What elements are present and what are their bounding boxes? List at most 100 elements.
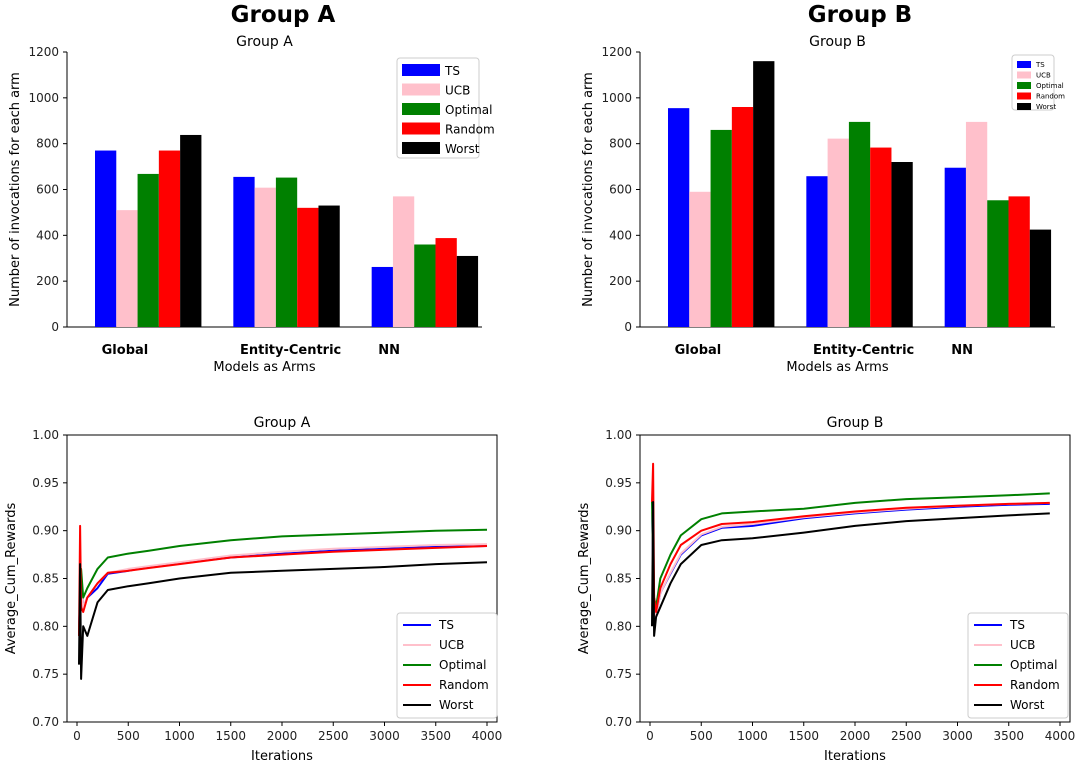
bar-global-optimal	[710, 129, 732, 327]
x-tick-label: 3500	[420, 729, 451, 743]
y-tick-label: 1200	[601, 45, 632, 59]
legend: TS UCB Optimal Random Worst	[967, 612, 1069, 719]
y-tick-label: 200	[609, 274, 632, 288]
bar-entity-centric-random	[297, 207, 319, 327]
legend-label-worst: Worst	[1036, 103, 1056, 111]
bar-global-optimal	[137, 173, 159, 327]
legend-label-optimal: Optimal	[439, 658, 486, 672]
y-tick-label: 1.00	[32, 428, 59, 442]
x-tick-label: 4000	[472, 729, 503, 743]
bar-nn-ts	[944, 167, 966, 327]
legend-label-optimal: Optimal	[445, 103, 492, 117]
bar-entity-centric-ucb	[827, 138, 849, 327]
bar-nn-worst	[456, 255, 479, 327]
bar-entity-centric-optimal	[275, 177, 298, 327]
bar-nn-ucb	[392, 196, 415, 327]
x-tick-label: 3500	[993, 729, 1024, 743]
series-line-ucb	[651, 501, 1050, 618]
category-label-global: Global	[675, 343, 722, 358]
x-axis-label: Iterations	[251, 749, 313, 764]
bar-global-ucb	[689, 191, 711, 327]
category-label-global: Global	[102, 343, 149, 358]
y-tick-label: 1.00	[605, 428, 632, 442]
bar-global-random	[731, 107, 754, 327]
x-tick-label: 500	[117, 729, 140, 743]
y-tick-label: 800	[36, 137, 59, 151]
legend-label-ts: TS	[1009, 618, 1025, 632]
x-tick-label: 2500	[318, 729, 349, 743]
y-tick-label: 800	[609, 137, 632, 151]
y-tick-label: 0.95	[605, 476, 632, 490]
legend-label-random: Random	[1010, 678, 1060, 692]
y-tick-label: 0.85	[32, 572, 59, 586]
bar-entity-centric-worst	[318, 205, 340, 327]
bar-nn-ucb	[965, 121, 988, 327]
category-label-nn: NN	[378, 343, 400, 358]
x-tick-label: 2000	[267, 729, 298, 743]
legend-label-ucb: UCB	[439, 638, 464, 652]
y-tick-label: 0.95	[32, 476, 59, 490]
line-chart-4: 0.70 0.75 0.80 0.85 0.90 0.95 1.00 0 500 1000 1500…	[577, 415, 1075, 764]
bar-entity-centric-ucb	[254, 187, 276, 327]
bar-global-ts	[95, 150, 117, 327]
bar-chart-1: 0 200 400 600 800 1000 1200 Global Entity-Centri…	[8, 34, 495, 375]
legend-label-ts: TS	[438, 618, 454, 632]
bar-entity-centric-ts	[806, 176, 828, 327]
y-tick-label: 0.70	[32, 715, 59, 729]
category-label-nn: NN	[951, 343, 973, 358]
series-line-random	[651, 462, 1050, 613]
x-tick-label: 1000	[164, 729, 195, 743]
category-label-entity-centric: Entity-Centric	[813, 343, 914, 358]
x-tick-label: 0	[646, 729, 654, 743]
legend-label-ucb: UCB	[1036, 72, 1051, 80]
y-axis-label: Average_Cum_Rewards	[4, 503, 19, 655]
y-tick-label: 0.90	[605, 524, 632, 538]
x-axis-label: Models as Arms	[786, 360, 888, 375]
legend-label-optimal: Optimal	[1036, 82, 1064, 90]
legend-box	[396, 612, 498, 719]
bar-entity-centric-worst	[891, 162, 913, 327]
category-label-entity-centric: Entity-Centric	[240, 343, 341, 358]
series-line-random	[78, 524, 488, 636]
bar-global-ucb	[116, 210, 138, 327]
y-tick-label: 0	[51, 320, 59, 334]
series-line-optimal	[78, 528, 488, 636]
legend-swatch-ts	[402, 64, 440, 76]
legend-label-worst: Worst	[1010, 698, 1045, 712]
legend-label-random: Random	[439, 678, 489, 692]
legend-swatch-ucb	[402, 83, 440, 96]
x-tick-label: 3000	[369, 729, 400, 743]
series-line-ts	[651, 502, 1050, 618]
legend-swatch-random	[1017, 92, 1031, 100]
bar-global-ts	[668, 108, 690, 327]
figure-title-group-a: Group A	[230, 2, 336, 28]
legend-label-ts: TS	[444, 64, 460, 78]
y-tick-label: 0.90	[32, 524, 59, 538]
x-tick-label: 2500	[891, 729, 922, 743]
bar-nn-ts	[371, 266, 393, 327]
legend-label-optimal: Optimal	[1010, 658, 1057, 672]
y-tick-label: 0.75	[32, 667, 59, 681]
chart-title: Group B	[809, 34, 866, 50]
bar-global-random	[158, 150, 181, 327]
y-tick-label: 0.85	[605, 572, 632, 586]
bar-nn-random	[1008, 196, 1030, 327]
y-tick-label: 0.70	[605, 715, 632, 729]
legend-swatch-worst	[1017, 103, 1031, 110]
y-tick-label: 0.80	[32, 619, 59, 633]
bar-global-worst	[180, 134, 202, 327]
bar-nn-random	[435, 238, 457, 327]
legend-label-random: Random	[445, 123, 495, 137]
y-tick-label: 0	[624, 320, 632, 334]
chart-title: Group B	[827, 415, 884, 431]
legend-label-ucb: UCB	[445, 84, 470, 98]
figure-title-group-b: Group B	[807, 2, 913, 28]
bar-nn-worst	[1029, 229, 1052, 327]
bar-nn-optimal	[414, 244, 436, 327]
y-tick-label: 1000	[28, 91, 59, 105]
x-tick-label: 3000	[942, 729, 973, 743]
legend-swatch-optimal	[1017, 82, 1031, 89]
y-axis-label: Number of invocations for each arm	[581, 72, 596, 307]
chart-title: Group A	[236, 34, 293, 50]
